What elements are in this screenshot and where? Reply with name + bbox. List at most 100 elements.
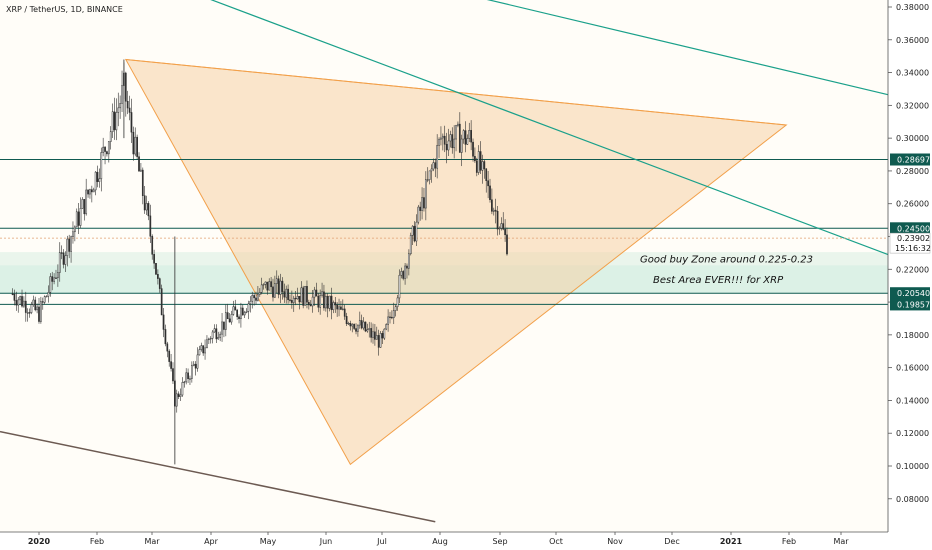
candle-body — [102, 146, 105, 153]
y-tick-label: 0.26000 — [896, 200, 929, 209]
time-axis-panel — [0, 532, 932, 550]
price-level-badge-label: 0.28697 — [897, 156, 930, 165]
candle-body — [160, 288, 163, 316]
candle-body — [498, 227, 501, 230]
candle-body — [375, 335, 378, 340]
x-tick-label: Aug — [432, 537, 448, 546]
price-level-badge[interactable] — [890, 287, 930, 300]
candle-body — [204, 347, 206, 354]
y-tick-label: 0.14000 — [896, 396, 929, 405]
y-tick-label: 0.10000 — [896, 462, 929, 471]
candle-body — [383, 328, 386, 339]
candle-body — [430, 168, 433, 172]
candle-body — [447, 140, 450, 151]
candle-body — [140, 169, 142, 172]
candle-body — [249, 300, 252, 305]
price-level-badge-label: 0.24500 — [897, 224, 930, 233]
candle-body — [285, 288, 288, 298]
y-tick-label: 0.12000 — [896, 429, 929, 438]
candle-body — [17, 299, 20, 306]
candle-body — [415, 221, 418, 242]
price-level-badge[interactable] — [890, 153, 930, 166]
current-price-label: 0.23902 — [897, 234, 930, 243]
candle-body — [155, 262, 157, 275]
candle-body — [47, 292, 50, 297]
candle-body — [460, 138, 463, 153]
y-tick-label: 0.08000 — [896, 495, 929, 504]
candle-body — [85, 189, 88, 215]
descending-trendline[interactable] — [209, 0, 889, 256]
candle-body — [157, 274, 159, 279]
candle-body — [79, 208, 82, 226]
long-term-support-line[interactable] — [0, 430, 436, 523]
candle-body — [234, 306, 237, 311]
candle-body — [26, 312, 29, 314]
candle-body — [487, 180, 489, 187]
candle-body — [74, 226, 76, 233]
candle-body — [11, 293, 14, 295]
x-tick-label: Oct — [549, 537, 563, 546]
candle-body — [360, 320, 363, 329]
upper-channel-line[interactable] — [464, 0, 889, 96]
y-tick-label: 0.28000 — [896, 167, 929, 176]
candle-body — [260, 284, 263, 293]
candle-body — [268, 281, 271, 291]
x-tick-label: Feb — [90, 537, 104, 546]
candle-body — [458, 123, 461, 153]
candle-body — [240, 307, 242, 320]
candle-body — [304, 286, 306, 306]
candle-body — [274, 283, 276, 298]
candle-body — [196, 354, 199, 369]
candle-body — [283, 291, 286, 298]
candle-body — [121, 85, 123, 104]
candle-body — [413, 225, 416, 242]
candle-body — [398, 274, 401, 299]
candle-body — [275, 278, 278, 284]
candle-body — [51, 276, 54, 282]
candle-body — [468, 130, 471, 139]
candle-body — [92, 189, 95, 193]
candle-body — [374, 331, 376, 340]
candle-body — [326, 295, 329, 309]
candle-body — [302, 287, 305, 306]
candle-body — [438, 138, 440, 146]
price-level-badge[interactable] — [890, 222, 930, 235]
candle-body — [221, 321, 223, 335]
candle-body — [115, 112, 118, 131]
x-tick-label: Apr — [204, 537, 219, 546]
price-level-badge-label: 0.19857 — [897, 300, 930, 309]
candle-body — [57, 272, 59, 279]
current-price-badge[interactable] — [889, 232, 931, 254]
candle-body — [462, 130, 465, 140]
candle-body — [324, 295, 327, 309]
candle-body — [400, 271, 403, 276]
candle-body — [408, 253, 410, 269]
candle-body — [291, 300, 293, 303]
candle-body — [185, 372, 188, 383]
candle-body — [270, 281, 272, 288]
candle-body — [443, 135, 446, 145]
candle-body — [107, 141, 110, 155]
price-level-badge[interactable] — [890, 298, 930, 311]
candle-body — [404, 265, 406, 279]
candle-body — [13, 293, 16, 301]
candle-body — [36, 306, 38, 311]
candle-body — [255, 297, 257, 301]
candle-body — [492, 209, 495, 212]
candle-body — [449, 134, 452, 142]
candle-body — [124, 72, 127, 102]
candle-body — [321, 291, 323, 296]
candle-body — [500, 223, 503, 229]
x-tick-label: Sep — [492, 537, 507, 546]
candle-body — [181, 382, 184, 396]
candle-body — [309, 304, 312, 307]
y-tick-label: 0.16000 — [896, 364, 929, 373]
y-tick-label: 0.18000 — [896, 331, 929, 340]
candle-body — [311, 296, 314, 307]
candle-body — [232, 306, 235, 315]
candle-body — [90, 189, 93, 193]
candle-body — [281, 280, 284, 292]
candle-body — [153, 254, 155, 264]
